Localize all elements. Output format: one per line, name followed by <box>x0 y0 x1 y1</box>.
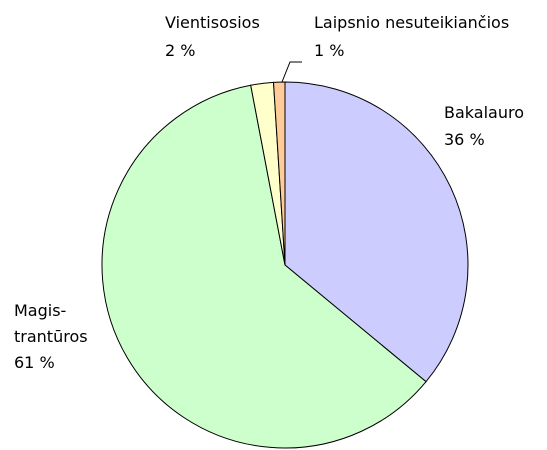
leader-line <box>281 61 302 83</box>
value-label: 61 % <box>14 353 55 372</box>
value-label: 2 % <box>165 41 196 60</box>
category-label: Laipsnio nesuteikiančios <box>314 13 510 32</box>
value-label: 1 % <box>314 41 345 60</box>
category-label: Vientisosios <box>165 13 260 32</box>
category-label: Bakalauro <box>444 103 524 122</box>
pie-slice <box>272 81 286 266</box>
category-label: Magis- trantūros <box>14 301 88 346</box>
value-label: 36 % <box>444 130 485 149</box>
pie-slice <box>101 84 427 449</box>
pie-slice <box>284 81 469 383</box>
